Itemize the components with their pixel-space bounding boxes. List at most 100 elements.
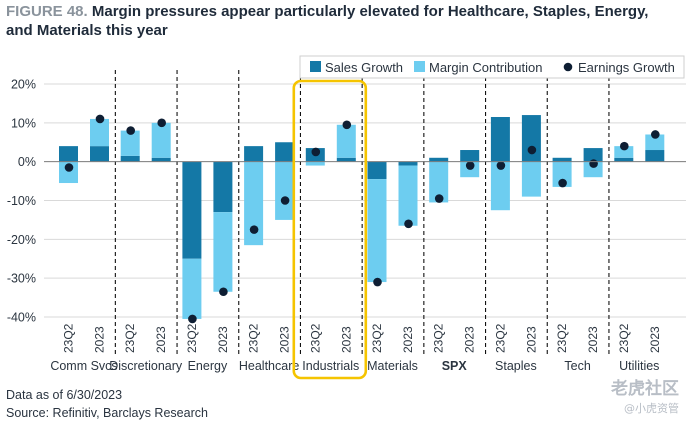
- category-label: SPX: [442, 359, 468, 373]
- y-tick-label: -20%: [7, 233, 36, 247]
- sales-bar: [367, 161, 387, 180]
- margin-bar: [645, 134, 665, 151]
- legend-label: Margin Contribution: [429, 60, 542, 75]
- period-label: 23Q2: [555, 323, 569, 353]
- period-label: 2023: [524, 326, 538, 353]
- legend-swatch: [310, 61, 321, 72]
- earnings-dot: [188, 314, 197, 324]
- y-tick-label: 0%: [18, 155, 36, 169]
- watermark-handle: @小虎资管: [624, 402, 679, 415]
- category-label: Utilities: [619, 359, 659, 373]
- earnings-dot: [311, 147, 321, 157]
- legend: Sales Growth Margin Contribution Earnings …: [299, 55, 685, 79]
- data-note: Data as of 6/30/2023: [6, 388, 123, 402]
- category-label: Energy: [188, 359, 228, 373]
- sales-bar: [552, 157, 572, 162]
- period-label: 2023: [278, 326, 292, 353]
- earnings-dot: [219, 287, 228, 297]
- sales-bar: [244, 146, 264, 162]
- earnings-dot: [126, 126, 135, 135]
- margin-bar: [244, 161, 264, 246]
- earnings-dot: [527, 145, 537, 155]
- legend-frame: [299, 55, 685, 79]
- earnings-dot: [589, 159, 598, 168]
- sales-bar: [336, 157, 356, 162]
- sales-bar: [213, 161, 233, 213]
- period-label: 23Q2: [62, 323, 76, 353]
- y-tick-label: 10%: [11, 116, 36, 130]
- legend-label: Sales Growth: [325, 60, 403, 75]
- margin-bar: [521, 161, 541, 197]
- legend-marker: [563, 62, 573, 72]
- watermark-logo: 老虎社区: [611, 379, 679, 399]
- period-label: 2023: [401, 326, 415, 353]
- earnings-dot: [342, 120, 352, 130]
- sales-bar: [151, 157, 171, 162]
- legend-label: Earnings Growth: [578, 60, 675, 75]
- margin-bar: [120, 130, 140, 156]
- y-tick-label: -30%: [7, 272, 36, 286]
- legend-swatch: [414, 61, 425, 72]
- period-label: 23Q2: [493, 323, 507, 353]
- earnings-dot: [496, 161, 506, 170]
- period-label: 2023: [154, 326, 168, 353]
- earnings-dot: [434, 194, 444, 203]
- earnings-dot: [373, 277, 382, 287]
- sales-bar: [614, 157, 634, 162]
- y-tick-label: -40%: [7, 311, 36, 325]
- sales-bar: [398, 161, 418, 166]
- y-tick-label: -10%: [7, 194, 36, 208]
- category-label: Staples: [495, 359, 537, 373]
- period-label: 2023: [339, 326, 353, 353]
- sales-bar: [429, 157, 449, 162]
- period-label: 23Q2: [432, 323, 446, 353]
- category-label: Tech: [564, 359, 590, 373]
- margin-bar: [429, 161, 449, 203]
- chart-title: FIGURE 48. Margin pressures appear parti…: [6, 2, 666, 40]
- earnings-dot: [280, 196, 290, 205]
- sales-bar: [90, 146, 109, 162]
- period-label: 2023: [463, 326, 477, 353]
- highlight-box: [292, 79, 368, 380]
- margin-bar: [398, 165, 418, 226]
- margin-bar: [90, 118, 109, 147]
- earnings-dot: [465, 161, 475, 170]
- earnings-dot: [95, 114, 105, 124]
- sales-bar: [521, 115, 541, 162]
- earnings-dot: [651, 130, 660, 139]
- sales-bar: [182, 161, 202, 259]
- sales-bar: [490, 117, 510, 162]
- source-note: Source: Refinitiv, Barclays Research: [6, 406, 208, 420]
- period-label: 2023: [216, 326, 230, 353]
- margin-bar: [552, 161, 572, 187]
- category-label: Healthcare: [239, 359, 299, 373]
- y-tick-label: 20%: [11, 78, 36, 92]
- margin-bar: [213, 212, 233, 292]
- margin-bar: [614, 146, 634, 158]
- margin-bar: [275, 161, 295, 220]
- sales-bar: [583, 148, 603, 162]
- period-label: 2023: [93, 326, 107, 353]
- period-label: 23Q2: [123, 323, 137, 353]
- margin-bar: [336, 124, 356, 158]
- period-label: 23Q2: [247, 323, 261, 353]
- sales-bar: [59, 146, 78, 162]
- sales-bar: [275, 142, 295, 162]
- figure-label: FIGURE 48.: [6, 3, 88, 20]
- earnings-dot: [157, 118, 166, 128]
- period-label: 23Q2: [617, 323, 631, 353]
- margin-bar: [367, 179, 387, 283]
- category-label: Industrials: [302, 359, 359, 373]
- margin-bar: [151, 122, 171, 158]
- period-label: 23Q2: [185, 323, 199, 353]
- earnings-dot: [620, 141, 629, 151]
- period-label: 2023: [648, 326, 662, 353]
- margin-bar: [182, 258, 202, 319]
- earnings-dot: [64, 163, 74, 172]
- category-label: Discretionary: [109, 359, 183, 373]
- sales-bar: [645, 150, 665, 162]
- margin-bar: [490, 161, 510, 211]
- title-text: Margin pressures appear particularly ele…: [6, 3, 649, 39]
- category-label: Materials: [367, 359, 418, 373]
